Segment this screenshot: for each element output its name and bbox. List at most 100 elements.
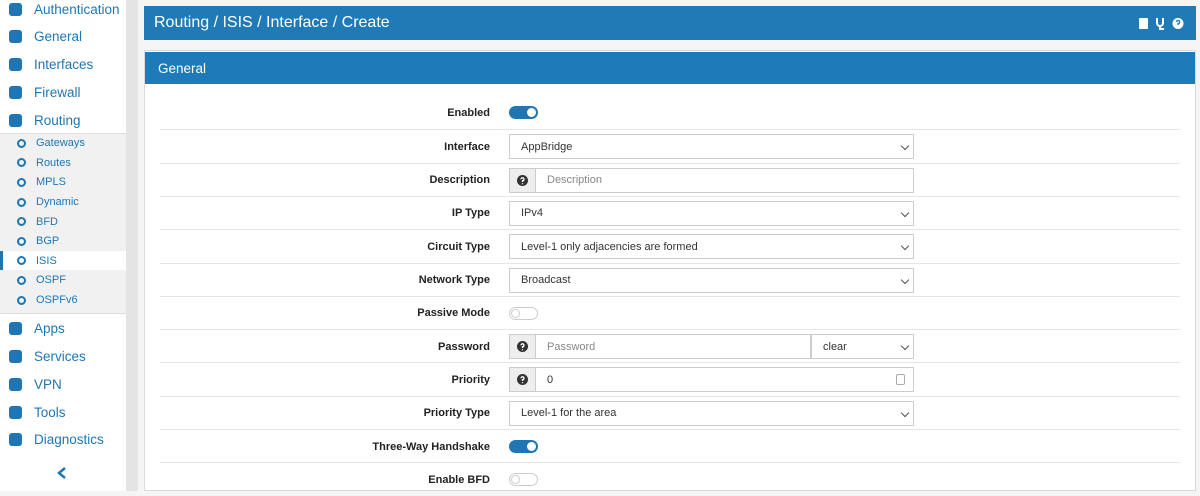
text-input[interactable]: Description — [536, 167, 914, 193]
nav-label: Diagnostics — [34, 432, 104, 448]
submenu-item[interactable]: Routes — [0, 153, 126, 172]
nav-label: General — [34, 29, 83, 45]
select-box[interactable]: clear — [811, 334, 914, 360]
submenu-item[interactable]: OSPFv6 — [0, 291, 126, 310]
field-control: Broadcast — [509, 267, 914, 293]
submenu-label: OSPF — [36, 274, 66, 287]
nav-item[interactable]: Interfaces — [0, 52, 126, 78]
select-chevron — [900, 341, 910, 351]
select-chevron — [900, 208, 910, 218]
submenu-item[interactable]: Gateways — [0, 134, 126, 153]
field-control: IPv4 — [509, 200, 914, 226]
submenu-icon — [17, 295, 26, 305]
form-row: Password Password clear — [160, 329, 1180, 362]
toggle-knob — [511, 308, 520, 318]
select-value: AppBridge — [521, 140, 573, 153]
nav-item[interactable]: Services — [0, 343, 126, 369]
page-title: Routing / ISIS / Interface / Create — [154, 14, 390, 31]
field-control — [509, 100, 914, 125]
nav-item[interactable]: General — [0, 24, 126, 50]
select-box[interactable]: Broadcast — [509, 267, 914, 293]
nav-label: Routing — [34, 112, 81, 128]
field-control — [509, 467, 914, 492]
nav-item[interactable]: VPN — [0, 371, 126, 397]
submenu-icon — [17, 177, 26, 187]
submenu-item[interactable]: MPLS — [0, 173, 126, 192]
diag-icon[interactable] — [1156, 18, 1164, 30]
nav-icon — [9, 377, 22, 391]
form-row: IP Type IPv4 — [160, 195, 1180, 229]
submenu-label: OSPFv6 — [36, 294, 78, 306]
help-addon — [509, 167, 536, 193]
field-label: Priority Type — [423, 407, 490, 420]
nav-icon — [9, 58, 22, 72]
collapse-button[interactable] — [56, 466, 68, 480]
field-control: AppBridge — [509, 134, 914, 160]
nav-label: Apps — [34, 321, 65, 337]
form-row: Enable BFD — [160, 462, 1180, 495]
toggle-switch[interactable] — [509, 306, 538, 320]
nav-icon — [9, 433, 22, 447]
field-label: Three-Way Handshake — [372, 440, 490, 453]
nav-label: Authentication — [34, 1, 120, 17]
nav-icon — [9, 30, 22, 44]
nav-icon — [9, 113, 22, 127]
field-label: Enable BFD — [428, 473, 490, 486]
nav-item[interactable]: Routing — [0, 107, 126, 133]
form-row: Three-Way Handshake — [160, 429, 1180, 462]
toggle-switch[interactable] — [509, 473, 538, 487]
help-icon — [517, 174, 528, 186]
panel-header: General — [145, 52, 1195, 84]
field-label: Description — [429, 174, 490, 187]
select-chevron — [900, 142, 910, 151]
page-header: Routing / ISIS / Interface / Create — [144, 6, 1196, 40]
field-control — [509, 434, 914, 459]
help-addon — [509, 367, 536, 393]
select-value: IPv4 — [521, 207, 544, 220]
submenu-label: Routes — [36, 156, 71, 169]
submenu-label: MPLS — [36, 176, 66, 189]
nav-item[interactable]: Authentication — [0, 0, 126, 22]
nav-label: VPN — [34, 376, 62, 392]
select-box[interactable]: Level-1 for the area — [509, 400, 914, 426]
field-label: Enabled — [447, 106, 490, 119]
select-value: clear — [823, 340, 847, 353]
select-chevron — [900, 241, 910, 251]
submenu-item[interactable]: BFD — [0, 212, 126, 231]
toggle-switch[interactable] — [509, 106, 538, 119]
select-box[interactable]: IPv4 — [509, 200, 914, 226]
number-spinner[interactable] — [896, 374, 905, 386]
panel-title: General — [158, 60, 207, 76]
help-addon — [509, 334, 536, 360]
form-row: Description Description — [160, 162, 1180, 196]
submenu-icon — [17, 217, 26, 227]
submenu-label: BFD — [36, 215, 58, 228]
text-input[interactable]: Password — [536, 334, 811, 360]
submenu-item[interactable]: Dynamic — [0, 193, 126, 212]
nav-item[interactable]: Diagnostics — [0, 427, 126, 453]
nav-item[interactable]: Apps — [0, 316, 126, 342]
submenu-item[interactable]: OSPF — [0, 271, 126, 290]
submenu-icon — [17, 256, 26, 266]
help-icon — [517, 374, 528, 386]
nav-item[interactable]: Tools — [0, 399, 126, 425]
doc-icon[interactable] — [1139, 18, 1148, 29]
form-row: Interface AppBridge — [160, 129, 1180, 162]
field-control: Password clear — [509, 334, 914, 360]
field-control: Description — [509, 167, 914, 193]
submenu-item[interactable]: ISIS — [0, 251, 126, 271]
text-input[interactable]: 0 — [536, 367, 914, 393]
toggle-switch[interactable] — [509, 440, 538, 453]
submenu-label: Gateways — [36, 137, 85, 150]
nav-icon — [9, 322, 22, 336]
nav-item[interactable]: Firewall — [0, 79, 126, 105]
select-box[interactable]: Level-1 only adjacencies are formed — [509, 234, 914, 260]
toggle-knob — [527, 108, 536, 117]
field-control: Level-1 only adjacencies are formed — [509, 234, 914, 260]
submenu-item[interactable]: BGP — [0, 232, 126, 251]
submenu-icon — [17, 236, 26, 246]
select-value: Level-1 for the area — [521, 407, 617, 420]
toggle-knob — [511, 475, 520, 485]
select-box[interactable]: AppBridge — [509, 134, 914, 160]
